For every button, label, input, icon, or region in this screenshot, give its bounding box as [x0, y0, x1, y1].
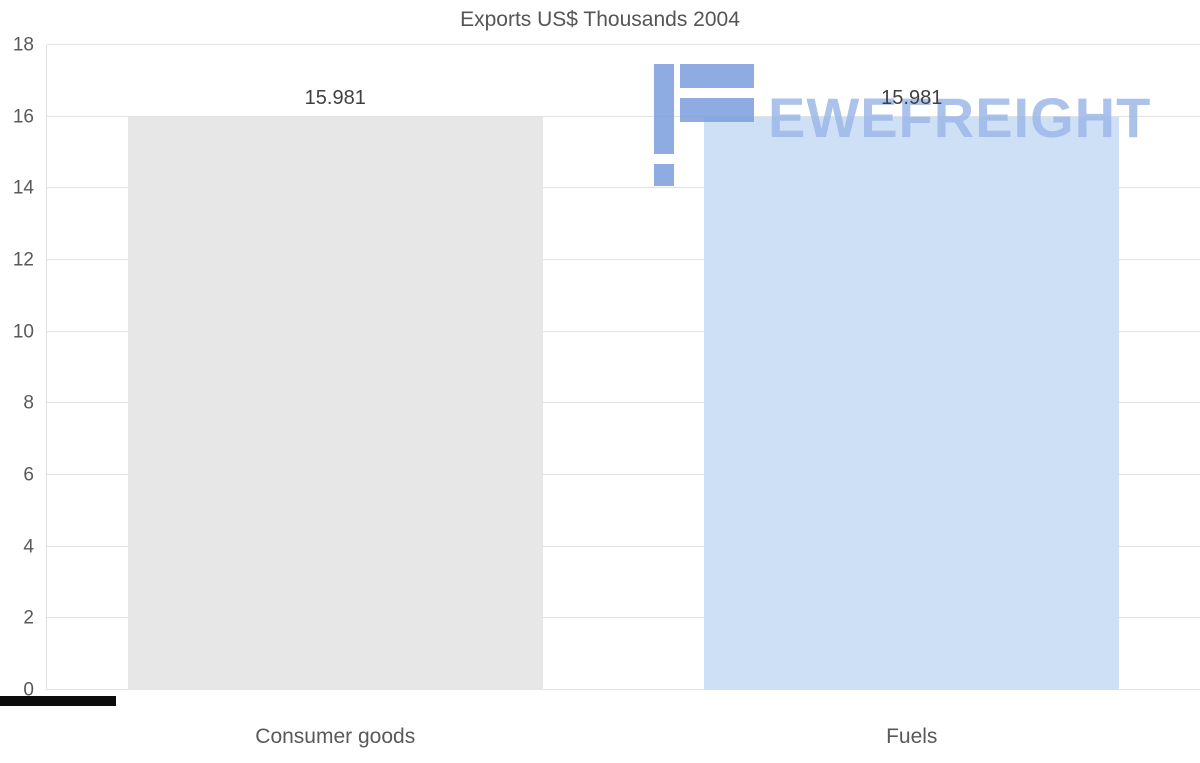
x-axis-category-labels: Consumer goods Fuels: [47, 725, 1200, 749]
gridline-16: [47, 115, 1200, 117]
chart-title: Exports US$ Thousands 2004: [460, 8, 740, 31]
plot-area: 15.981 15.981: [47, 44, 1200, 690]
bar-consumer-goods[interactable]: [127, 117, 543, 690]
gridline-18: [47, 44, 1200, 45]
gridline-2: [47, 617, 1200, 619]
y-tick-label-18: 18: [12, 34, 34, 56]
y-tick-label-16: 16: [12, 106, 34, 128]
gridline-12: [47, 259, 1200, 260]
y-axis-tick-labels: 0 2 4 6 8 10 12 14 16 18: [0, 36, 40, 700]
y-axis-line: [46, 45, 47, 690]
bar-value-label-fuels: 15.981: [881, 87, 943, 110]
x-category-label-consumer-goods: Consumer goods: [255, 725, 416, 748]
gridline-14: [47, 187, 1200, 189]
y-tick-label-10: 10: [12, 321, 34, 343]
bar-fuels[interactable]: [704, 117, 1120, 690]
x-category-label-fuels: Fuels: [886, 725, 938, 748]
gridline-0: [47, 689, 1200, 690]
y-tick-label-2: 2: [23, 607, 34, 629]
gridline-4: [47, 545, 1200, 547]
gridline-6: [47, 474, 1200, 475]
y-tick-label-8: 8: [23, 392, 34, 414]
bar-slot-fuels: 15.981: [624, 45, 1200, 690]
bar-value-label-consumer-goods: 15.981: [304, 87, 366, 110]
bar-slots: 15.981 15.981: [47, 45, 1200, 690]
gridline-10: [47, 330, 1200, 332]
gridline-8: [47, 402, 1200, 404]
bar-slot-consumer-goods: 15.981: [47, 45, 624, 690]
y-tick-label-4: 4: [23, 536, 34, 558]
y-tick-label-0: 0: [23, 679, 34, 701]
y-tick-label-12: 12: [12, 249, 34, 271]
x-axis-origin-mark: [0, 696, 116, 706]
y-tick-label-14: 14: [12, 177, 34, 199]
y-tick-label-6: 6: [23, 464, 34, 486]
